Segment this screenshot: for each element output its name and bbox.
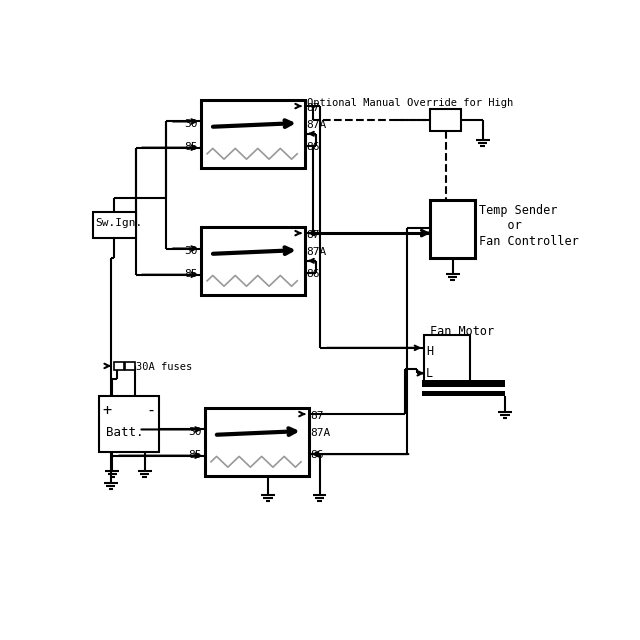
Text: Fan Motor: Fan Motor: [431, 324, 495, 338]
Text: 87: 87: [307, 230, 320, 240]
Text: Sw.Ign.: Sw.Ign.: [95, 218, 143, 228]
Text: 87: 87: [310, 411, 324, 421]
Bar: [201, 227, 305, 294]
Text: -: -: [147, 403, 156, 417]
Text: 86: 86: [307, 269, 320, 279]
Text: Optional Manual Override for High: Optional Manual Override for High: [307, 99, 513, 108]
Text: 85: 85: [184, 269, 198, 279]
Bar: [205, 408, 308, 476]
Bar: [424, 335, 470, 385]
Text: 86: 86: [310, 451, 324, 460]
Bar: [125, 362, 135, 370]
Text: 87: 87: [307, 103, 320, 113]
Text: Fan Controller: Fan Controller: [479, 235, 579, 248]
Bar: [422, 380, 505, 387]
Text: +: +: [102, 403, 111, 417]
Text: 85: 85: [184, 142, 198, 152]
Bar: [99, 396, 159, 452]
Text: or: or: [479, 220, 522, 232]
Text: 87A: 87A: [307, 247, 326, 257]
Text: 30: 30: [188, 427, 202, 437]
Text: Temp Sender: Temp Sender: [479, 204, 557, 217]
Text: 30: 30: [184, 246, 198, 256]
Text: L: L: [426, 367, 433, 380]
Text: 87A: 87A: [310, 428, 330, 438]
Bar: [93, 212, 136, 239]
Text: Batt.: Batt.: [106, 426, 144, 438]
Text: H: H: [426, 345, 433, 358]
Text: 30: 30: [184, 119, 198, 129]
Bar: [114, 362, 124, 370]
Bar: [422, 391, 505, 396]
Bar: [431, 109, 461, 131]
Bar: [201, 100, 305, 168]
Bar: [431, 200, 475, 258]
Text: 30A fuses: 30A fuses: [136, 362, 192, 372]
Text: 87A: 87A: [307, 120, 326, 130]
Text: 85: 85: [188, 451, 202, 460]
Text: 86: 86: [307, 142, 320, 152]
